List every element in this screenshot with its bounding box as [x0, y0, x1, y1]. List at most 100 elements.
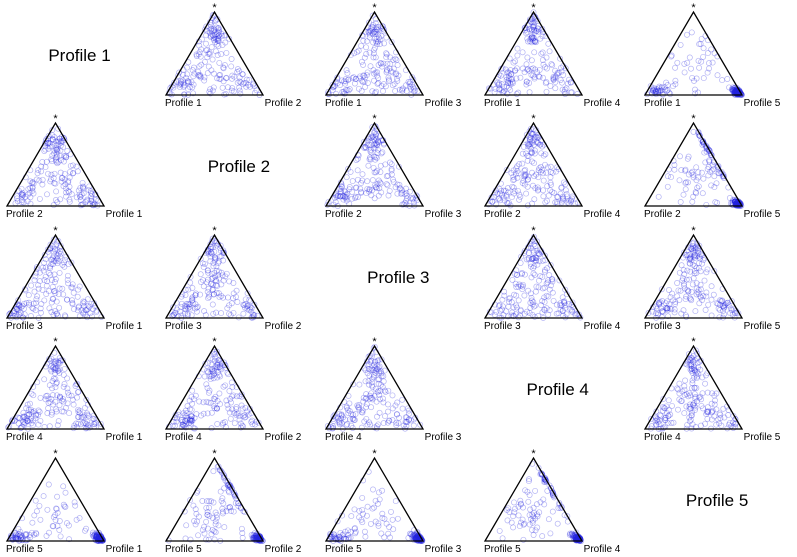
data-point: [387, 508, 394, 515]
data-point: [691, 251, 698, 258]
data-point: [338, 420, 345, 427]
data-point: [212, 394, 219, 400]
data-point: [695, 183, 702, 190]
data-point: [531, 74, 538, 81]
data-point: [558, 302, 565, 309]
data-point: [372, 364, 379, 371]
data-point: [544, 265, 551, 271]
data-point: [381, 413, 388, 420]
data-point: [383, 54, 389, 61]
data-point: [55, 257, 62, 264]
data-point: [378, 60, 384, 67]
data-point: [689, 358, 696, 365]
data-point: [505, 79, 512, 86]
data-point: [332, 90, 339, 97]
data-point: [52, 276, 59, 282]
data-point: [207, 90, 214, 97]
data-point: [410, 416, 417, 423]
data-point: [180, 77, 187, 84]
left-corner-label: Profile 3: [6, 321, 43, 332]
data-point: [558, 199, 565, 206]
data-point: [167, 85, 174, 91]
data-point: [208, 497, 215, 504]
data-point: [524, 140, 531, 147]
data-point: [553, 310, 560, 317]
data-point: [244, 303, 251, 310]
data-point: [342, 194, 349, 201]
data-point: [664, 313, 671, 319]
data-point: [198, 278, 205, 285]
data-point: [576, 533, 583, 540]
ternary-plot: * Profile 2 Profile 4: [478, 111, 637, 222]
data-point: [731, 199, 738, 206]
data-point: [708, 409, 715, 416]
data-point: [521, 174, 528, 181]
data-point: [399, 397, 405, 403]
data-point: [375, 489, 382, 495]
data-point: [354, 177, 361, 184]
data-point: [528, 39, 535, 46]
data-point: [519, 161, 526, 167]
data-point: [523, 78, 530, 85]
data-point: [361, 78, 368, 85]
data-point: [203, 518, 210, 525]
data-point: [535, 28, 542, 35]
data-point: [564, 193, 571, 200]
data-point: [351, 524, 358, 531]
data-point: [219, 505, 226, 512]
data-point: [654, 87, 661, 94]
data-point: [407, 85, 414, 92]
data-point: [50, 175, 57, 182]
data-point: [732, 198, 738, 205]
data-point: [367, 520, 374, 527]
data-point: [647, 416, 654, 423]
data-point: [182, 302, 189, 309]
data-point: [699, 292, 706, 299]
data-point: [224, 270, 231, 277]
data-point: [27, 417, 33, 424]
data-point: [182, 418, 189, 425]
data-point: [38, 300, 45, 307]
data-point: [687, 357, 694, 364]
data-point: [77, 421, 84, 428]
data-point: [365, 29, 372, 36]
data-point: [498, 87, 505, 93]
data-point: [371, 154, 377, 160]
data-point: [659, 308, 666, 315]
data-point: [52, 290, 59, 296]
data-point: [352, 185, 359, 192]
data-point: [572, 533, 578, 540]
data-point: [201, 307, 208, 314]
data-point: [395, 415, 402, 421]
data-point: [559, 504, 565, 511]
data-point: [731, 199, 738, 206]
data-point: [549, 170, 556, 177]
data-point: [525, 176, 532, 183]
data-point: [220, 500, 227, 507]
data-point: [695, 290, 702, 297]
data-point: [60, 501, 67, 508]
data-point: [231, 508, 238, 515]
data-point: [336, 417, 343, 424]
data-point: [68, 392, 75, 399]
data-point: [713, 390, 719, 397]
data-point: [508, 519, 515, 526]
data-point: [411, 534, 418, 541]
data-point: [53, 154, 59, 161]
data-point: [663, 305, 670, 312]
data-point: [671, 298, 678, 305]
data-point: [683, 422, 690, 429]
data-point: [376, 496, 383, 502]
data-point: [215, 37, 222, 44]
data-point: [364, 361, 371, 368]
data-point: [540, 153, 547, 159]
data-point: [688, 355, 695, 361]
data-point: [501, 197, 508, 204]
data-point: [216, 268, 223, 275]
data-point: [89, 313, 95, 320]
data-point: [52, 258, 59, 265]
data-point: [33, 412, 39, 419]
data-point: [215, 25, 222, 32]
data-point: [192, 301, 199, 307]
data-point: [681, 377, 688, 384]
